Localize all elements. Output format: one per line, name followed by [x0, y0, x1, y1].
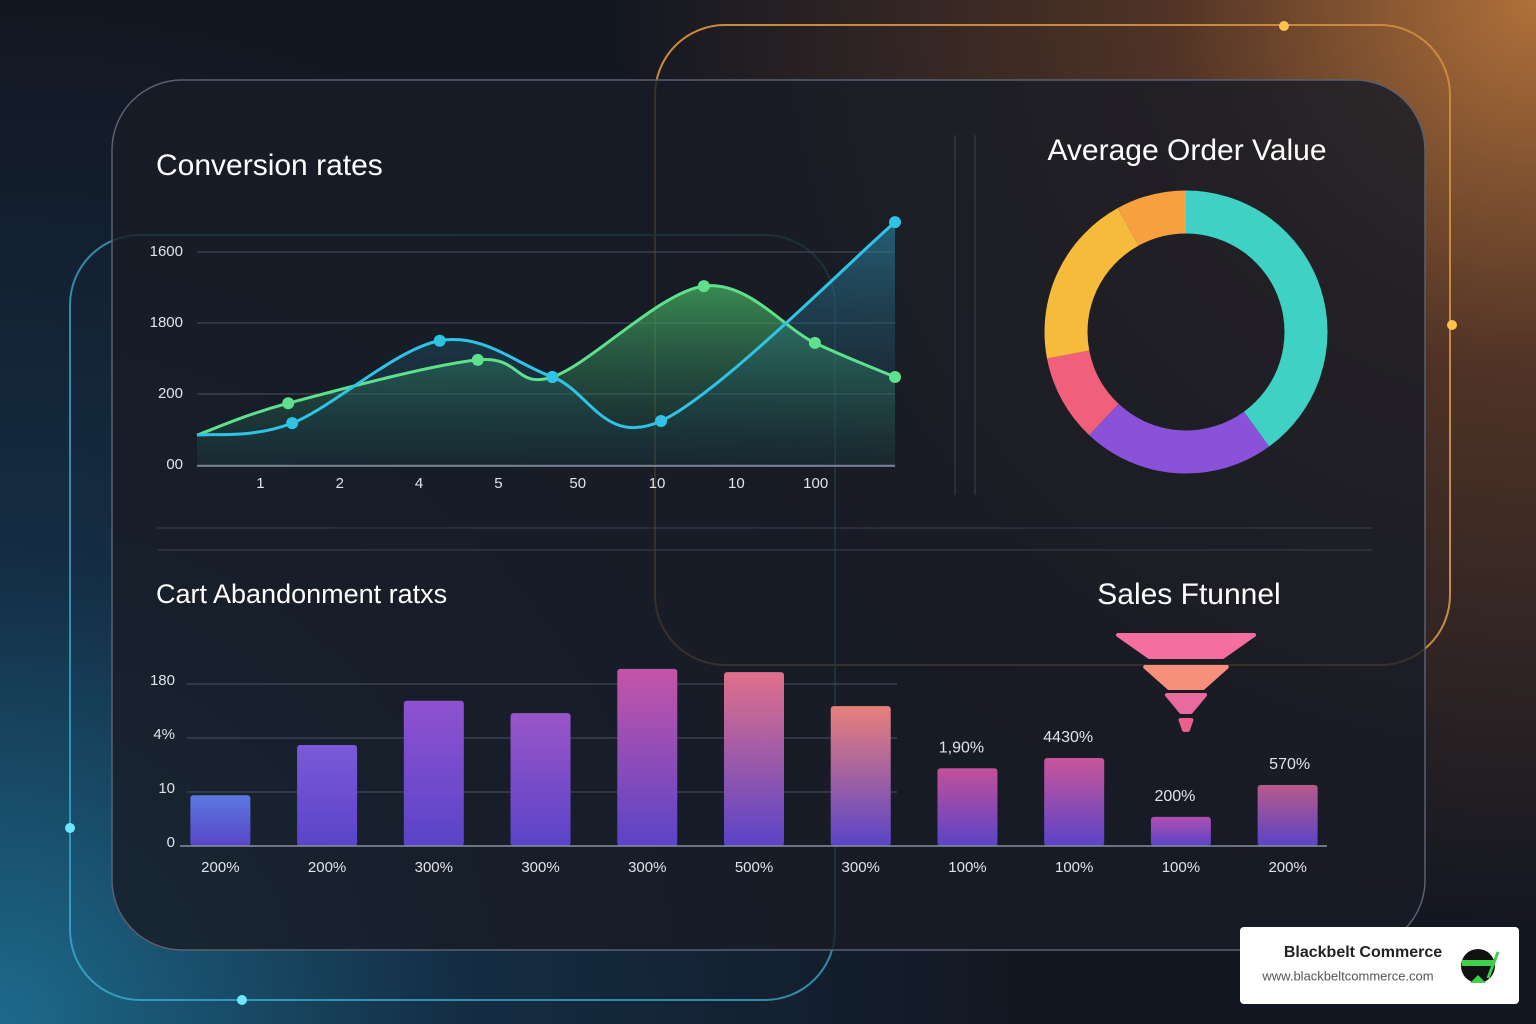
x-tick-label: 200% — [308, 859, 346, 876]
line-point — [655, 414, 668, 427]
chart-title: Average Order Value — [1047, 134, 1326, 167]
x-tick-label: 200% — [201, 859, 239, 876]
funnel-stage — [1143, 665, 1229, 690]
donut-segment — [1089, 403, 1270, 474]
funnel-stage — [1116, 633, 1256, 659]
deco-dot — [1447, 320, 1457, 330]
bar — [617, 668, 678, 846]
x-tick-label: 1 — [256, 475, 264, 492]
deco-dot — [1279, 21, 1289, 31]
y-tick-label: 00 — [166, 456, 183, 473]
donut-segment — [1047, 349, 1120, 436]
bar — [937, 768, 998, 846]
annotation: 200% — [1154, 788, 1195, 805]
x-tick-label: 10 — [649, 475, 666, 492]
x-tick-label: 300% — [415, 859, 453, 876]
bar — [510, 713, 571, 846]
y-tick-label: 4% — [153, 726, 175, 743]
bar — [830, 706, 891, 846]
x-tick-label: 100% — [1162, 859, 1200, 876]
line-point — [546, 370, 559, 383]
donut-segment — [1185, 190, 1328, 447]
bar — [297, 745, 358, 846]
x-tick-label: 10 — [728, 475, 745, 492]
line-point — [889, 370, 901, 383]
funnel-stage — [1164, 693, 1208, 714]
bar — [1257, 784, 1318, 846]
y-tick-label: 1600 — [150, 243, 183, 260]
y-tick-label: 1800 — [150, 314, 183, 331]
x-tick-label: 100% — [1055, 859, 1093, 876]
chart-title: Sales Ftunnel — [1097, 578, 1280, 611]
x-tick-label: 4 — [415, 475, 423, 492]
bar — [724, 672, 784, 846]
line-area — [197, 222, 895, 465]
y-tick-label: 180 — [150, 672, 175, 689]
annotation: 1,90% — [939, 739, 984, 756]
x-tick-label: 50 — [569, 475, 586, 492]
x-tick-label: 100 — [803, 475, 828, 492]
bar — [403, 700, 464, 846]
x-tick-label: 100% — [948, 859, 986, 876]
line-point — [286, 417, 299, 430]
line-point — [433, 334, 446, 347]
x-tick-label: 300% — [842, 859, 880, 876]
annotation: 570% — [1269, 756, 1310, 773]
y-tick-label: 0 — [167, 834, 175, 851]
line-point — [471, 353, 484, 366]
chart-title: Cart Abandonment ratxs — [156, 579, 447, 609]
x-tick-label: 200% — [1268, 859, 1306, 876]
annotation: 4430% — [1043, 729, 1093, 746]
y-tick-label: 10 — [158, 780, 175, 797]
x-tick-label: 5 — [494, 475, 502, 492]
funnel-stage — [1178, 718, 1194, 732]
bar — [1044, 757, 1105, 846]
line-point — [808, 336, 821, 349]
line-point — [282, 397, 295, 410]
deco-dot — [65, 823, 75, 833]
brand-url: www.blackbeltcommerce.com — [1261, 968, 1433, 983]
x-tick-label: 300% — [521, 859, 559, 876]
line-point — [697, 280, 710, 293]
y-tick-label: 200 — [158, 385, 183, 402]
x-tick-label: 500% — [735, 859, 773, 876]
bar — [190, 795, 251, 846]
brand-logo — [1461, 949, 1500, 983]
bar — [1150, 816, 1211, 846]
donut-segment — [1044, 208, 1140, 359]
chart-title: Conversion rates — [156, 149, 383, 182]
x-tick-label: 2 — [336, 475, 344, 492]
brand-badge — [1240, 927, 1519, 1004]
donut-segment — [1117, 190, 1187, 247]
line-point — [889, 216, 901, 229]
deco-dot — [237, 995, 247, 1005]
x-tick-label: 300% — [628, 859, 666, 876]
brand-name: Blackbelt Commerce — [1284, 944, 1442, 961]
